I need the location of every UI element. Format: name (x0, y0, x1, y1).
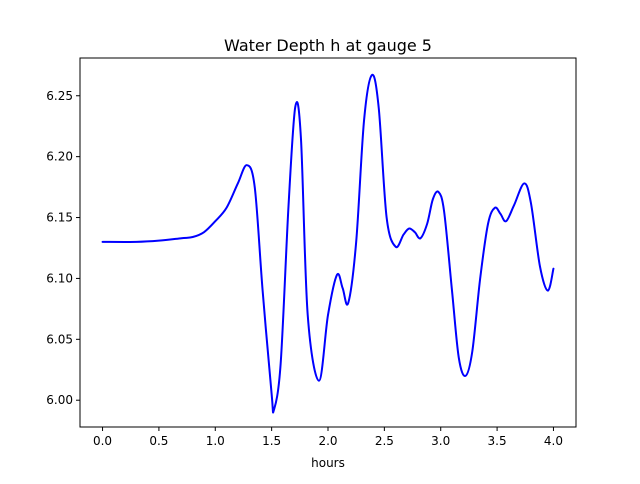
plot-area: 0.0 0.5 1.0 1.5 2.0 2.5 3.0 3.5 4.0 6.00 6.05 6.10… (46, 57, 577, 448)
y-tick-label: 6.20 (46, 150, 73, 164)
x-tick-label: 0.0 (93, 434, 112, 448)
series-layer (101, 73, 555, 414)
y-tick-label: 6.25 (46, 89, 73, 103)
x-tick-label: 1.0 (206, 434, 225, 448)
y-tick-label: 6.00 (46, 393, 73, 407)
y-axis-ticks: 6.00 6.05 6.10 6.15 6.20 6.25 (46, 89, 80, 407)
chart-title: Water Depth h at gauge 5 (224, 36, 432, 55)
x-tick-label: 2.0 (318, 434, 337, 448)
x-tick-label: 3.5 (488, 434, 507, 448)
x-axis-label: hours (311, 456, 345, 470)
x-axis-ticks: 0.0 0.5 1.0 1.5 2.0 2.5 3.0 3.5 4.0 (93, 427, 563, 448)
y-tick-label: 6.15 (46, 211, 73, 225)
x-tick-label: 0.5 (149, 434, 168, 448)
x-tick-label: 4.0 (544, 434, 563, 448)
y-tick-label: 6.05 (46, 332, 73, 346)
x-tick-label: 2.5 (375, 434, 394, 448)
x-tick-label: 3.0 (431, 434, 450, 448)
series-line (101, 73, 555, 414)
x-tick-label: 1.5 (262, 434, 281, 448)
y-tick-label: 6.10 (46, 271, 73, 285)
